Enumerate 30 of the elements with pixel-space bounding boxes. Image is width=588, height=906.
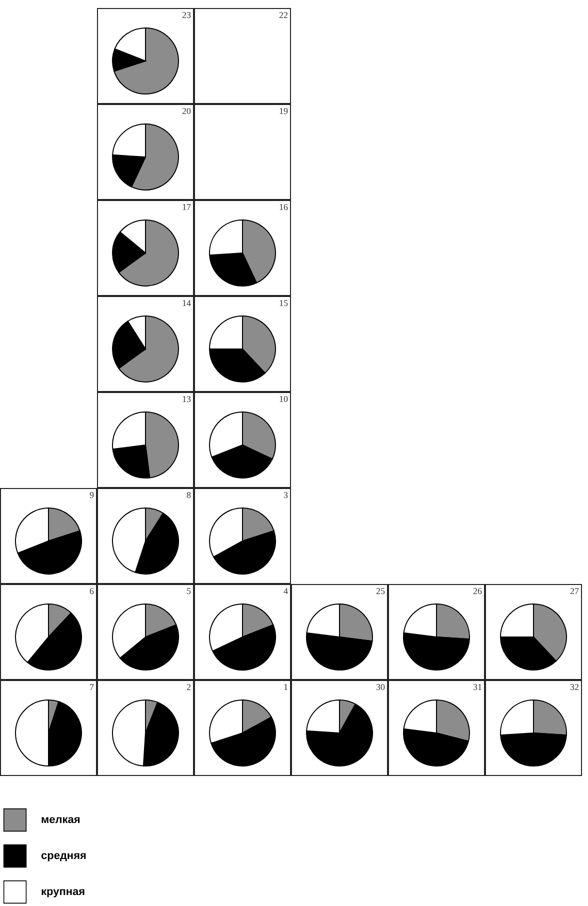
chart-title: 9 [90, 490, 94, 500]
chart-title: 17 [182, 202, 192, 212]
chart-title: 10 [279, 394, 288, 404]
legend-label: крупная [41, 886, 86, 898]
chart-title: 20 [182, 106, 192, 116]
chart-title: 3 [284, 490, 288, 500]
chart-title: 31 [473, 682, 482, 692]
text: 19 [279, 106, 288, 116]
chart-title: 25 [376, 586, 386, 596]
chart-title: 7 [90, 682, 94, 692]
chart-title: 6 [90, 586, 94, 596]
chart-title: 23 [182, 10, 192, 20]
chart-title: 4 [284, 586, 288, 596]
chart-title: 13 [182, 394, 192, 404]
text: 22 [279, 10, 288, 20]
chart-title: 32 [570, 682, 579, 692]
legend-label: мелкая [41, 814, 80, 826]
chart-title: 15 [279, 298, 288, 308]
chart-title: 2 [186, 682, 191, 692]
chart-title: 1 [284, 682, 288, 692]
chart-title: 26 [473, 586, 482, 596]
chart-title: 14 [182, 298, 192, 308]
pie-slice [306, 704, 373, 766]
chart-title: 27 [570, 586, 580, 596]
chart-title: 5 [186, 586, 192, 596]
pie-slice [114, 28, 179, 94]
chart-title: 30 [376, 682, 386, 692]
chart-title: 16 [279, 202, 288, 212]
legend-label: средняя [41, 850, 86, 862]
chart-title: 8 [186, 490, 192, 500]
